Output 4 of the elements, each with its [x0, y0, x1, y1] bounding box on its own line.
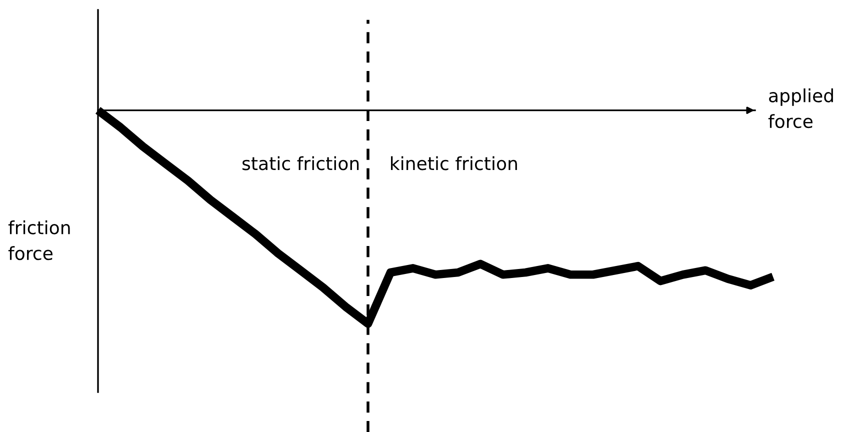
y-axis-title: friction force — [8, 220, 70, 260]
annotation: static friction — [242, 156, 359, 170]
x-axis-title: applied force — [768, 88, 833, 128]
annotation: kinetic friction — [391, 156, 517, 170]
